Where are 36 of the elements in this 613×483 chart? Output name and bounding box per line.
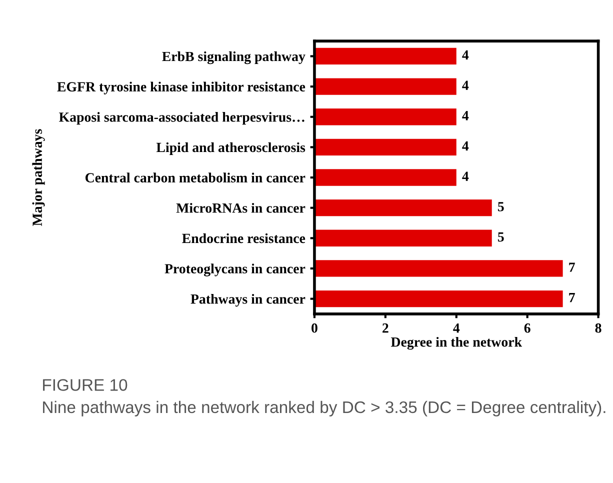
x-tick-label: 4 — [453, 323, 460, 333]
bar — [314, 108, 456, 126]
data-label: 4 — [462, 80, 469, 90]
x-axis-title: Degree in the network — [390, 336, 522, 350]
data-label: 5 — [498, 232, 504, 242]
data-label: 4 — [462, 50, 469, 60]
text: Nine pathways in the network ranked by DC > 3.35 (DC = Degree centrality). — [43, 400, 606, 416]
bar — [314, 48, 456, 65]
bar — [314, 169, 456, 186]
bar — [314, 260, 563, 277]
y-tick-label: Pathways in cancer — [190, 294, 306, 307]
x-tick-label: 6 — [524, 323, 530, 333]
x-tick-label: 2 — [382, 323, 388, 333]
bar — [314, 78, 456, 95]
y-tick-label: ErbB signaling pathway — [162, 51, 306, 64]
y-tick-label: Lipid and atherosclerosis — [156, 142, 306, 155]
y-tick-label: MicroRNAs in cancer — [176, 203, 306, 213]
data-label: 7 — [569, 293, 575, 302]
x-tick-label: 8 — [595, 323, 602, 333]
y-tick-label: Endocrine resistance — [182, 233, 306, 244]
y-tick-label: Central carbon metabolism in cancer — [85, 172, 306, 182]
data-label: 4 — [462, 141, 469, 151]
y-tick-label: Kaposi sarcoma-associated herpesvirus… — [59, 112, 304, 125]
data-label: 5 — [498, 202, 504, 212]
bar — [314, 230, 492, 246]
caption: FIGURE 10 — [43, 379, 128, 391]
data-label: 7 — [569, 262, 575, 272]
bar — [314, 138, 456, 156]
bar — [314, 290, 563, 308]
y-axis-title: Major pathways — [32, 129, 45, 226]
data-label: 4 — [462, 172, 469, 181]
y-tick-label: EGFR tyrosine kinase inhibitor resistance — [57, 82, 306, 94]
y-tick-label: Proteoglycans in cancer — [164, 264, 306, 276]
bar — [314, 199, 492, 216]
x-tick-label: 0 — [312, 323, 318, 333]
data-label: 4 — [462, 111, 469, 120]
